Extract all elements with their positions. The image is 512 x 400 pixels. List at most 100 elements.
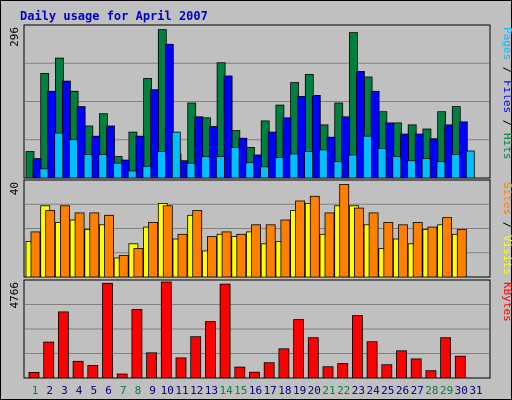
- bar-sites-9: [148, 221, 159, 278]
- bar-pages-7: [127, 170, 137, 179]
- bar-files-14: [223, 75, 233, 179]
- bar-pages-3: [69, 139, 78, 179]
- bar-sites-20: [309, 195, 320, 278]
- x-tick-label-24: 24: [366, 384, 380, 397]
- bar-kbytes-24: [366, 341, 378, 379]
- bar-files-30: [458, 121, 468, 179]
- bar-sites-18: [280, 219, 291, 278]
- x-tick-label-8: 8: [135, 384, 142, 397]
- bar-pages-20: [318, 149, 328, 179]
- bar-files-19: [297, 96, 307, 179]
- bar-pages-13: [215, 156, 225, 179]
- x-tick-label-19: 19: [293, 384, 306, 397]
- bar-files-22: [341, 116, 351, 179]
- bar-kbytes-21: [322, 366, 334, 379]
- bar-files-26: [400, 133, 409, 179]
- bar-sites-22: [339, 183, 350, 278]
- legend-entry: /: [501, 113, 512, 133]
- bar-pages-18: [289, 153, 299, 179]
- bar-kbytes-4: [72, 360, 84, 379]
- bar-pages-26: [407, 160, 416, 179]
- bar-kbytes-17: [263, 362, 275, 379]
- bar-sites-27: [412, 221, 423, 278]
- bar-sites-26: [398, 224, 408, 278]
- legend-label: Pages / Files / Hits: [501, 27, 512, 160]
- x-tick-label-18: 18: [278, 384, 291, 397]
- bar-pages-22: [348, 154, 358, 179]
- bar-kbytes-2: [43, 341, 55, 379]
- bar-sites-15: [236, 233, 247, 278]
- x-tick-label-1: 1: [32, 384, 39, 397]
- bar-pages-16: [260, 166, 269, 179]
- bar-sites-16: [251, 224, 261, 278]
- x-tick-label-22: 22: [337, 384, 350, 397]
- bar-files-12: [194, 116, 204, 179]
- bar-pages-27: [421, 158, 431, 179]
- x-tick-label-3: 3: [61, 384, 68, 397]
- bar-kbytes-8: [131, 309, 143, 379]
- bar-kbytes-20: [307, 337, 319, 379]
- x-tick-label-10: 10: [161, 384, 174, 397]
- bar-pages-8: [142, 165, 152, 179]
- bar-files-23: [355, 71, 365, 179]
- legend-entry: Pages: [501, 27, 512, 60]
- bar-sites-19: [295, 200, 306, 278]
- bar-sites-24: [368, 212, 379, 278]
- x-tick-label-23: 23: [352, 384, 365, 397]
- x-tick-label-9: 9: [149, 384, 156, 397]
- x-tick-label-26: 26: [396, 384, 409, 397]
- y-max-label: 296: [8, 27, 21, 47]
- bar-sites-5: [89, 212, 100, 278]
- bar-files-17: [267, 131, 277, 179]
- x-tick-label-2: 2: [46, 384, 53, 397]
- bar-kbytes-28: [425, 370, 437, 379]
- bar-kbytes-9: [146, 352, 158, 379]
- bar-kbytes-3: [58, 311, 69, 379]
- legend-entry: Visits: [501, 235, 512, 275]
- bar-sites-13: [206, 236, 217, 278]
- legend-label: KBytes: [501, 282, 512, 322]
- bar-pages-11: [186, 162, 196, 179]
- x-tick-label-27: 27: [411, 384, 424, 397]
- x-tick-label-6: 6: [105, 384, 112, 397]
- bar-sites-1: [30, 231, 41, 278]
- legend-label: Sites / Visits: [501, 182, 512, 275]
- bar-pages-14: [230, 146, 240, 179]
- bar-pages-6: [113, 162, 122, 179]
- x-tick-label-28: 28: [425, 384, 438, 397]
- bar-sites-23: [353, 207, 364, 278]
- x-tick-label-5: 5: [90, 384, 97, 397]
- bar-pages-5: [98, 154, 108, 179]
- bar-sites-4: [74, 212, 85, 278]
- bar-sites-25: [383, 221, 394, 278]
- bar-kbytes-1: [28, 371, 40, 379]
- bar-kbytes-13: [204, 321, 216, 379]
- bar-kbytes-7: [116, 373, 128, 379]
- bar-kbytes-5: [87, 365, 99, 379]
- bar-files-8: [135, 135, 145, 179]
- bar-pages-10: [171, 131, 181, 179]
- bar-kbytes-26: [396, 350, 407, 379]
- bar-pages-24: [377, 147, 387, 179]
- bar-files-3: [62, 80, 71, 179]
- bar-kbytes-15: [234, 366, 246, 379]
- x-tick-label-16: 16: [249, 384, 262, 397]
- bar-kbytes-10: [160, 281, 172, 379]
- y-max-label: 40: [8, 182, 21, 195]
- x-tick-label-20: 20: [308, 384, 321, 397]
- bar-kbytes-25: [381, 364, 393, 379]
- x-tick-label-21: 21: [322, 384, 335, 397]
- legend-entry: /: [501, 60, 512, 80]
- bar-files-20: [311, 95, 321, 179]
- bar-kbytes-16: [249, 371, 260, 379]
- bar-pages-1: [39, 168, 49, 179]
- bar-files-1: [32, 158, 42, 179]
- y-max-label: 4766: [8, 282, 21, 309]
- bar-kbytes-14: [219, 283, 231, 379]
- bar-files-6: [106, 125, 115, 179]
- bar-files-13: [208, 126, 218, 179]
- bar-pages-23: [362, 135, 372, 179]
- bar-files-27: [414, 133, 424, 179]
- bar-pages-15: [245, 162, 255, 179]
- x-tick-label-11: 11: [175, 384, 188, 397]
